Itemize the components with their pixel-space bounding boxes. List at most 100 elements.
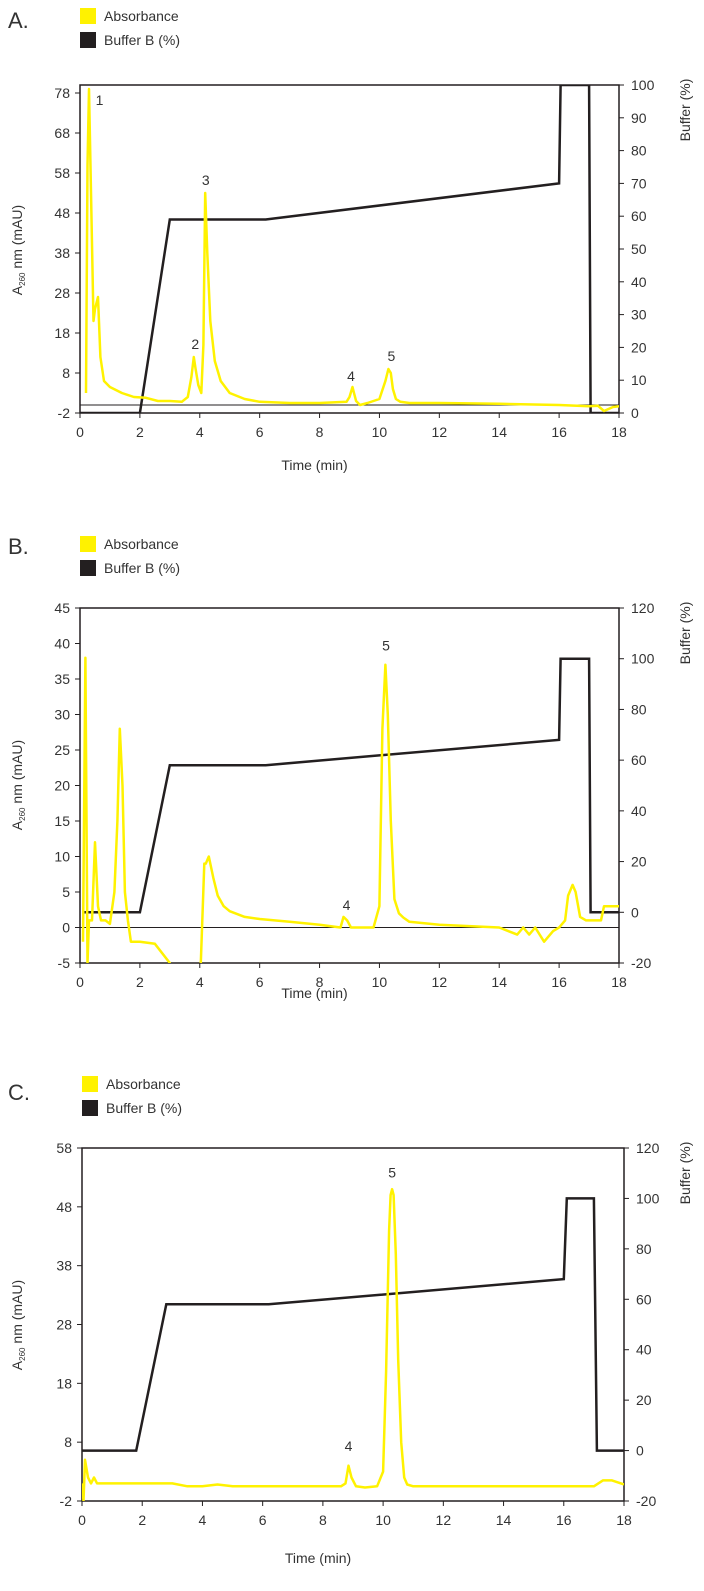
x-tick-label: 4 — [199, 1512, 207, 1528]
x-tick-label: 0 — [78, 1512, 86, 1528]
y2-tick-label: 0 — [636, 1443, 644, 1459]
y2-axis-label: Buffer (%) — [677, 1142, 693, 1205]
y2-tick-label: 20 — [631, 854, 647, 870]
y-tick-label: 35 — [54, 671, 70, 687]
y2-tick-label: 0 — [631, 405, 639, 421]
y-tick-label: 48 — [54, 205, 70, 221]
x-tick-label: 0 — [76, 424, 84, 440]
x-tick-label: 6 — [256, 974, 264, 990]
y2-tick-label: 10 — [631, 372, 647, 388]
legend: Absorbance Buffer B (%) — [82, 1072, 182, 1120]
legend-item-buffer: Buffer B (%) — [80, 28, 180, 52]
x-tick-label: 2 — [138, 1512, 146, 1528]
y2-axis-label: Buffer (%) — [677, 602, 693, 665]
x-tick-label: 4 — [196, 424, 204, 440]
y-tick-label: 38 — [54, 245, 70, 261]
x-axis-label: Time (min) — [281, 985, 347, 1001]
x-tick-label: 16 — [556, 1512, 572, 1528]
x-tick-label: 18 — [611, 424, 627, 440]
x-axis-label: Time (min) — [285, 1550, 351, 1566]
x-tick-label: 2 — [136, 974, 144, 990]
x-tick-label: 14 — [496, 1512, 512, 1528]
y-tick-label: 18 — [54, 325, 70, 341]
y-tick-label: 0 — [62, 920, 70, 936]
y-tick-label: -5 — [58, 955, 71, 971]
y-tick-label: -2 — [60, 1493, 73, 1509]
series-absorbance-line — [82, 1187, 624, 1501]
y-tick-label: 78 — [54, 85, 70, 101]
legend-item-absorbance: Absorbance — [82, 1072, 182, 1096]
x-tick-label: 12 — [432, 974, 448, 990]
legend-label-buffer: Buffer B (%) — [106, 1100, 182, 1116]
x-tick-label: 16 — [551, 424, 567, 440]
x-tick-label: 16 — [551, 974, 567, 990]
y2-tick-label: 90 — [631, 110, 647, 126]
absorbance-swatch — [80, 536, 96, 552]
legend-item-buffer: Buffer B (%) — [82, 1096, 182, 1120]
legend-label-buffer: Buffer B (%) — [104, 32, 180, 48]
y2-tick-label: 100 — [636, 1190, 660, 1206]
legend-label-absorbance: Absorbance — [104, 536, 179, 552]
series-absorbance-line — [84, 87, 619, 413]
y2-tick-label: 50 — [631, 241, 647, 257]
y-tick-label: 30 — [54, 707, 70, 723]
y-tick-label: 28 — [54, 285, 70, 301]
chart-c: 0 2 4 6 8 10 12 14 16 18 -2 8 18 28 38 48 58 -20 0 20 40 60 80… — [9, 1140, 693, 1566]
y-tick-label: 48 — [56, 1199, 72, 1215]
legend: Absorbance Buffer B (%) — [80, 532, 180, 580]
x-tick-label: 14 — [491, 424, 507, 440]
y-tick-label: 15 — [54, 813, 70, 829]
peak-label: 5 — [382, 638, 390, 654]
y-tick-label: 45 — [54, 600, 70, 616]
legend-item-buffer: Buffer B (%) — [80, 556, 180, 580]
y2-tick-label: 60 — [636, 1291, 652, 1307]
y-tick-label: 40 — [54, 636, 70, 652]
y2-tick-label: 80 — [631, 143, 647, 159]
absorbance-swatch — [82, 1076, 98, 1092]
series-absorbance-line — [81, 656, 619, 963]
x-tick-label: 8 — [316, 974, 324, 990]
chart-a: 0 2 4 6 8 10 12 14 16 18-281828384858687801020304… — [9, 77, 693, 473]
panel-label: C. — [8, 1080, 30, 1105]
y2-tick-label: 120 — [636, 1140, 660, 1156]
x-tick-label: 18 — [616, 1512, 632, 1528]
panel-b: B. Absorbance Buffer B (%) 0 2 4 6 8 10 12 14 16… — [0, 525, 704, 1025]
y-tick-label: 68 — [54, 125, 70, 141]
y-tick-label: 10 — [54, 849, 70, 865]
buffer-swatch — [82, 1100, 98, 1116]
legend-label-buffer: Buffer B (%) — [104, 560, 180, 576]
y-tick-label: 18 — [56, 1375, 72, 1391]
y2-tick-label: 40 — [631, 274, 647, 290]
legend-label-absorbance: Absorbance — [106, 1076, 181, 1092]
peak-label: 4 — [343, 897, 351, 913]
peak-label: 5 — [388, 348, 396, 364]
y2-tick-label: 40 — [631, 803, 647, 819]
panel-a: A. Absorbance Buffer B (%) 0 2 4 6 8 10 12 14 16… — [0, 0, 704, 500]
peak-label: 3 — [202, 172, 210, 188]
y-tick-label: 5 — [62, 884, 70, 900]
y-tick-label: 58 — [56, 1140, 72, 1156]
y-tick-label: 8 — [64, 1434, 72, 1450]
legend-item-absorbance: Absorbance — [80, 4, 180, 28]
y2-tick-label: 20 — [636, 1392, 652, 1408]
x-tick-label: 4 — [196, 974, 204, 990]
peak-label: 2 — [191, 336, 199, 352]
legend: Absorbance Buffer B (%) — [80, 4, 180, 52]
peak-label: 4 — [347, 368, 355, 384]
y2-tick-label: 70 — [631, 175, 647, 191]
buffer-swatch — [80, 32, 96, 48]
x-axis-label: Time (min) — [281, 457, 347, 473]
y2-tick-label: 20 — [631, 339, 647, 355]
series-buffer-line — [83, 657, 619, 914]
x-tick-label: 18 — [611, 974, 627, 990]
buffer-swatch — [80, 560, 96, 576]
x-tick-label: 2 — [136, 424, 144, 440]
y-tick-label: 38 — [56, 1258, 72, 1274]
absorbance-swatch — [80, 8, 96, 24]
y-tick-label: 58 — [54, 165, 70, 181]
peak-label: 1 — [96, 92, 104, 108]
y2-tick-label: 60 — [631, 752, 647, 768]
x-tick-label: 8 — [319, 1512, 327, 1528]
peak-label: 4 — [345, 1438, 353, 1454]
y-tick-label: 25 — [54, 742, 70, 758]
